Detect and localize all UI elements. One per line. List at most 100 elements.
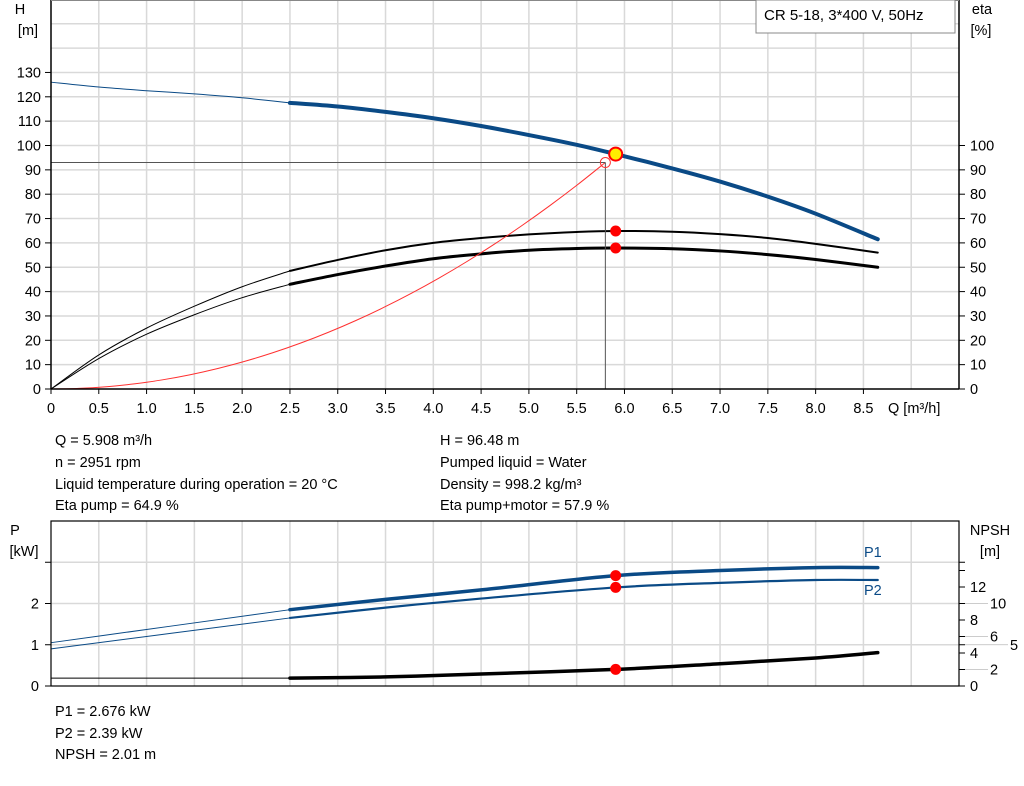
npsh-tick-label: 10 xyxy=(990,597,1006,613)
y-right-label-2: [%] xyxy=(971,23,992,39)
x-tick-label: 4.0 xyxy=(423,401,443,417)
y-left-tick-label: 0 xyxy=(33,382,41,398)
info-panel: Q = 5.908 m³/h n = 2951 rpm Liquid tempe… xyxy=(55,433,609,763)
eta-pump-motor-curve xyxy=(288,246,880,286)
p-label-1: P xyxy=(10,523,20,539)
info-p1: P1 = 2.676 kW xyxy=(55,704,151,720)
x-tick-label: 2.5 xyxy=(280,401,300,417)
bottom-grid xyxy=(51,521,959,686)
y-right-tick-label: 90 xyxy=(970,163,986,179)
y-left-tick-label: 30 xyxy=(25,309,41,325)
npsh-tick-label: 8 xyxy=(970,613,978,629)
x-tick-label: 5.5 xyxy=(567,401,587,417)
p1-marker xyxy=(610,570,622,582)
system-point-marker xyxy=(599,157,611,169)
y-right-tick-label: 50 xyxy=(970,260,986,276)
y-left-tick-label: 50 xyxy=(25,260,41,276)
p2-series-label: P2 xyxy=(864,583,882,599)
title-box-text: CR 5-18, 3*400 V, 50Hz xyxy=(764,7,924,24)
p-tick-label: 2 xyxy=(31,597,39,613)
y-right-tick-label: 100 xyxy=(970,139,994,155)
x-tick-label: 6.0 xyxy=(614,401,634,417)
info-eta-pump-motor: Eta pump+motor = 57.9 % xyxy=(440,498,609,514)
p2-curve-thin xyxy=(50,617,291,650)
p-label-2: [kW] xyxy=(10,544,39,560)
eta-pump-motor-marker xyxy=(610,242,622,254)
y-left-tick-label: 10 xyxy=(25,358,41,374)
title-box: CR 5-18, 3*400 V, 50Hz xyxy=(755,0,956,34)
info-p2: P2 = 2.39 kW xyxy=(55,726,143,742)
npsh-marker xyxy=(610,663,622,675)
npsh-tick-label: 4 xyxy=(970,646,978,662)
y-right-tick-label: 10 xyxy=(970,358,986,374)
npsh-tick-label: 2 xyxy=(990,663,998,679)
y-left-tick-label: 70 xyxy=(25,212,41,228)
y-left-tick-label: 120 xyxy=(17,90,41,106)
x-tick-label: 7.5 xyxy=(758,401,778,417)
x-tick-label: 2.0 xyxy=(232,401,252,417)
p1-curve-thin xyxy=(50,609,291,644)
eta-pump-curve-thin xyxy=(50,270,291,390)
npsh-curve xyxy=(288,650,880,680)
info-n: n = 2951 rpm xyxy=(55,455,141,471)
x-tick-label: 1.0 xyxy=(136,401,156,417)
y-right-label-1: eta xyxy=(972,2,993,18)
p2-marker xyxy=(610,581,622,593)
head-curve-thin xyxy=(50,81,291,104)
npsh-label-1: NPSH xyxy=(970,523,1010,539)
info-temp: Liquid temperature during operation = 20… xyxy=(55,477,338,493)
y-left-tick-label: 60 xyxy=(25,236,41,252)
y-right-tick-label: 30 xyxy=(970,309,986,325)
x-tick-label: 6.5 xyxy=(662,401,682,417)
y-left-tick-label: 100 xyxy=(17,139,41,155)
y-left-label-1: H xyxy=(15,2,25,18)
x-axis-label: Q [m³/h] xyxy=(888,401,940,417)
info-h: H = 96.48 m xyxy=(440,433,519,449)
x-tick-label: 8.5 xyxy=(853,401,873,417)
eta-pump-motor-curve-thin xyxy=(50,283,291,390)
x-tick-label: 3.5 xyxy=(375,401,395,417)
y-left-tick-label: 40 xyxy=(25,285,41,301)
x-tick-label: 4.5 xyxy=(471,401,491,417)
duty-point-marker xyxy=(608,146,624,162)
y-left-tick-label: 110 xyxy=(18,114,41,130)
axes: 0 0.5 1.0 1.5 2.0 2.5 3.0 3.5 4.0 4.5 5.0 5.5 6.0 6.5… xyxy=(17,0,1018,695)
head-curve xyxy=(287,100,880,242)
npsh-tick-label: 5 xyxy=(1010,638,1018,654)
system-curve xyxy=(50,162,606,390)
x-tick-label: 0.5 xyxy=(89,401,109,417)
bottom-curves xyxy=(50,565,880,680)
x-tick-label: 3.0 xyxy=(328,401,348,417)
y-left-tick-label: 130 xyxy=(17,65,41,81)
npsh-tick-label: 0 xyxy=(970,679,978,695)
info-liquid: Pumped liquid = Water xyxy=(440,455,587,471)
info-density: Density = 998.2 kg/m³ xyxy=(440,477,582,493)
y-right-tick-label: 0 xyxy=(970,382,978,398)
p-tick-label: 1 xyxy=(31,638,39,654)
y-right-tick-label: 60 xyxy=(970,236,986,252)
eta-pump-curve xyxy=(288,229,879,272)
p1-series-label: P1 xyxy=(864,545,882,561)
info-q: Q = 5.908 m³/h xyxy=(55,433,152,449)
p-tick-label: 0 xyxy=(31,679,39,695)
top-curves xyxy=(50,81,880,390)
y-right-tick-label: 70 xyxy=(970,212,986,228)
x-tick-label: 0 xyxy=(47,401,55,417)
info-eta-pump: Eta pump = 64.9 % xyxy=(55,498,179,514)
y-right-tick-label: 20 xyxy=(970,333,986,349)
npsh-tick-label: 6 xyxy=(990,630,998,646)
npsh-tick-label: 12 xyxy=(970,580,986,596)
y-left-tick-label: 80 xyxy=(25,187,41,203)
top-grid xyxy=(51,0,959,389)
npsh-label-2: [m] xyxy=(980,544,1000,560)
y-right-tick-label: 40 xyxy=(970,285,986,301)
x-tick-label: 8.0 xyxy=(806,401,826,417)
y-left-label-2: [m] xyxy=(18,23,38,39)
x-tick-label: 1.5 xyxy=(184,401,204,417)
y-left-tick-label: 90 xyxy=(25,163,41,179)
x-tick-label: 5.0 xyxy=(519,401,539,417)
info-npsh: NPSH = 2.01 m xyxy=(55,747,156,763)
eta-pump-marker xyxy=(610,225,622,237)
y-left-tick-label: 20 xyxy=(25,333,41,349)
